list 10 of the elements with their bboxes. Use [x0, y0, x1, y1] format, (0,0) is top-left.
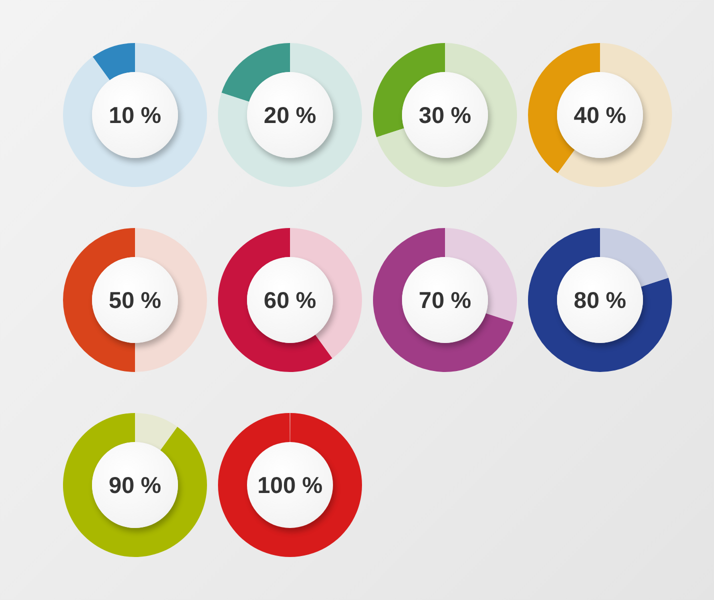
text: 30 %	[418, 102, 472, 128]
text: 90 %	[108, 472, 162, 498]
text: 10 %	[108, 102, 162, 128]
text: 80 %	[574, 287, 626, 313]
text: 100 %	[257, 472, 323, 498]
text: 70 %	[418, 287, 472, 313]
text: 60 %	[264, 287, 316, 313]
text: 50 %	[108, 287, 162, 313]
text: 20 %	[264, 102, 316, 128]
text: 40 %	[574, 102, 626, 128]
